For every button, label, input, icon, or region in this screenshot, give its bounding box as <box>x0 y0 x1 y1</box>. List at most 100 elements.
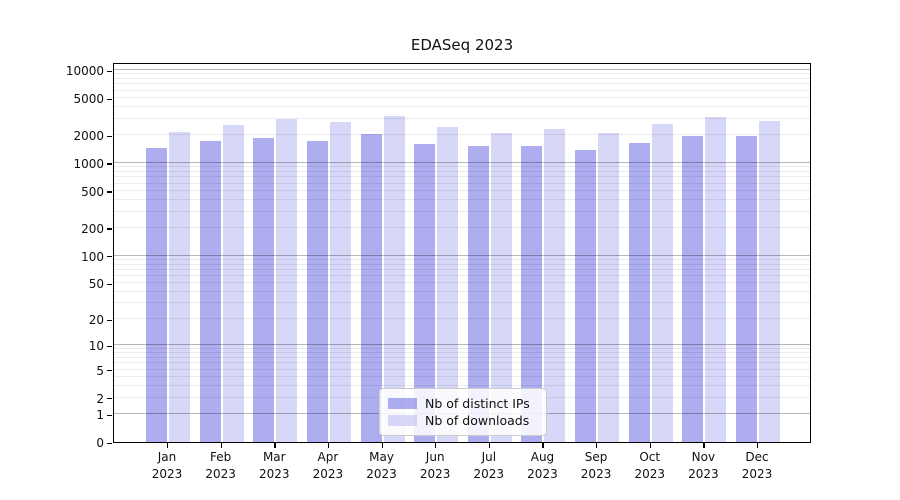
gridlines-layer <box>114 64 810 442</box>
y-tick-mark-10 <box>107 345 112 347</box>
x-tick-mark-aug <box>542 443 544 448</box>
bar-distinct-ips-nov <box>682 135 704 442</box>
bar-downloads-sep <box>598 133 620 442</box>
bar-distinct-ips-may <box>360 134 382 442</box>
x-tick-mark-may <box>381 443 383 448</box>
x-tick-label-sep: Sep 2023 <box>580 450 612 481</box>
x-tick-label-aug: Aug 2023 <box>527 450 558 481</box>
y-tick-mark-10000 <box>107 70 112 72</box>
x-tick-mark-apr <box>327 443 330 448</box>
y-tick-label-10: 10 <box>88 339 104 354</box>
gridline-90 <box>114 258 810 260</box>
gridline-8 <box>114 352 810 354</box>
gridline-7 <box>114 357 810 359</box>
gridline-700 <box>114 176 810 178</box>
bar-downloads-may <box>383 115 405 442</box>
bars-layer <box>114 64 810 442</box>
gridline-30 <box>114 302 810 304</box>
gridline-8000 <box>114 78 810 80</box>
legend-label-downloads: Nb of downloads <box>425 413 530 428</box>
gridline-300 <box>114 210 810 212</box>
x-tick-label-oct: Oct 2023 <box>634 450 665 481</box>
gridline-100 <box>114 254 810 256</box>
bar-downloads-jul <box>490 133 512 442</box>
gridline-200 <box>114 226 810 228</box>
gridline-4 <box>114 376 810 378</box>
x-tick-mark-feb <box>220 443 222 448</box>
x-tick-label-nov: Nov 2023 <box>688 450 719 481</box>
x-tick-mark-nov <box>703 443 705 448</box>
legend-swatch-downloads <box>388 415 417 426</box>
y-tick-mark-100 <box>107 256 112 258</box>
bar-downloads-apr <box>329 122 351 442</box>
gridline-3 <box>114 385 810 387</box>
gridline-6 <box>114 362 810 364</box>
bar-distinct-ips-sep <box>575 149 597 442</box>
x-tick-mark-jun <box>435 443 437 448</box>
legend-item-downloads: Nb of downloads <box>388 412 536 429</box>
gridline-50 <box>114 282 810 284</box>
gridline-3000 <box>114 117 810 119</box>
x-tick-mark-dec <box>757 443 759 448</box>
bar-downloads-jun <box>437 127 459 442</box>
plot-area: Nb of distinct IPs Nb of downloads <box>113 63 811 443</box>
x-tick-label-jun: Jun 2023 <box>419 450 451 481</box>
legend-item-distinct-ips: Nb of distinct IPs <box>388 395 536 412</box>
y-tick-mark-500 <box>107 191 112 193</box>
bar-distinct-ips-jan <box>146 148 167 442</box>
x-tick-label-apr: Apr 2023 <box>312 450 344 481</box>
x-tick-label-jul: Jul 2023 <box>473 450 505 481</box>
y-tick-label-200: 200 <box>81 221 104 236</box>
y-tick-mark-5 <box>107 370 112 372</box>
y-tick-label-1000: 1000 <box>73 156 104 171</box>
x-tick-mark-sep <box>596 443 598 448</box>
gridline-800 <box>114 171 810 172</box>
x-tick-mark-mar <box>274 443 276 448</box>
x-tick-mark-oct <box>649 443 652 448</box>
y-tick-label-0: 0 <box>96 436 104 450</box>
gridline-10 <box>114 344 810 346</box>
bar-distinct-ips-jun <box>414 144 436 442</box>
y-tick-label-20: 20 <box>88 313 104 328</box>
gridline-7000 <box>114 83 810 85</box>
chart-title: EDASeq 2023 <box>410 36 514 54</box>
x-tick-label-may: May 2023 <box>366 450 397 481</box>
gridline-20 <box>114 318 810 320</box>
legend: Nb of distinct IPs Nb of downloads <box>379 388 547 436</box>
gridline-40 <box>114 291 810 293</box>
bar-downloads-dec <box>759 120 780 442</box>
bar-distinct-ips-dec <box>736 136 757 442</box>
bar-downloads-feb <box>222 125 244 442</box>
y-tick-label-1: 1 <box>96 408 104 422</box>
gridline-500 <box>114 189 810 191</box>
gridline-900 <box>114 166 810 168</box>
y-tick-label-2000: 2000 <box>73 129 104 143</box>
y-tick-mark-50 <box>107 283 112 285</box>
x-tick-label-jan: Jan 2023 <box>151 450 183 481</box>
y-tick-mark-20 <box>107 319 112 321</box>
gridline-60 <box>114 274 810 276</box>
bar-distinct-ips-aug <box>521 145 543 442</box>
legend-label-distinct-ips: Nb of distinct IPs <box>425 396 530 411</box>
bar-distinct-ips-apr <box>306 141 328 442</box>
gridline-5 <box>114 368 810 370</box>
y-tick-label-50: 50 <box>88 277 104 292</box>
gridline-4000 <box>114 106 810 108</box>
y-tick-label-500: 500 <box>81 184 104 199</box>
y-tick-label-5000: 5000 <box>73 92 104 107</box>
bar-downloads-mar <box>276 118 298 442</box>
gridline-600 <box>114 182 810 184</box>
y-tick-label-100: 100 <box>81 249 104 264</box>
bar-distinct-ips-feb <box>199 140 221 442</box>
gridline-10000 <box>114 69 810 71</box>
x-tick-mark-jul <box>488 443 491 448</box>
gridline-5000 <box>114 97 810 99</box>
bar-downloads-nov <box>705 116 727 442</box>
gridline-6000 <box>114 89 810 91</box>
bar-distinct-ips-jul <box>467 146 489 442</box>
y-tick-label-10000: 10000 <box>65 64 104 79</box>
x-tick-label-feb: Feb 2023 <box>205 450 236 481</box>
y-tick-mark-1000 <box>107 163 112 165</box>
y-tick-label-5: 5 <box>96 363 104 378</box>
gridline-9 <box>114 348 810 350</box>
